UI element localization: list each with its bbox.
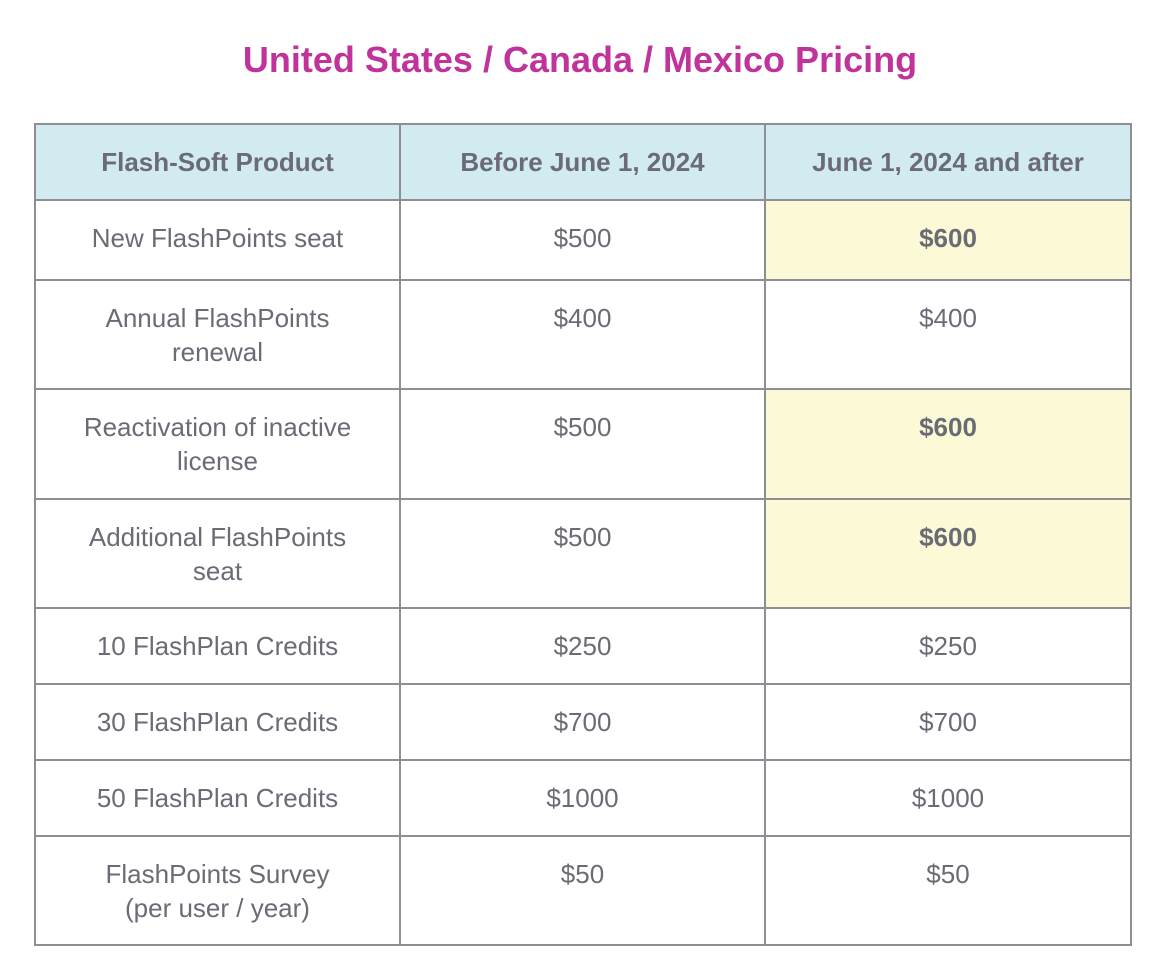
price-before-cell: $500	[399, 388, 766, 500]
pricing-table: Flash-Soft Product Before June 1, 2024 J…	[34, 123, 1132, 946]
product-cell: Additional FlashPoints seat	[34, 498, 401, 609]
table-row: 30 FlashPlan Credits $700 $700	[34, 683, 1132, 761]
price-after-cell: $50	[764, 835, 1132, 946]
product-line: 50 FlashPlan Credits	[96, 783, 339, 813]
product-cell: 10 FlashPlan Credits	[34, 607, 401, 685]
table-row: FlashPoints Survey (per user / year) $50 …	[34, 835, 1132, 946]
header-after: June 1, 2024 and after	[764, 123, 1132, 201]
price-after-cell: $1000	[764, 759, 1132, 837]
header-before: Before June 1, 2024	[399, 123, 766, 201]
price-before-cell: $1000	[399, 759, 766, 837]
table-row: 50 FlashPlan Credits $1000 $1000	[34, 759, 1132, 837]
product-line: 30 FlashPlan Credits	[96, 707, 339, 737]
product-cell: 50 FlashPlan Credits	[34, 759, 401, 837]
price-before-cell: $500	[399, 199, 766, 281]
product-line: New FlashPoints seat	[91, 223, 344, 253]
product-line: seat	[192, 556, 243, 586]
price-after-cell: $600	[764, 388, 1132, 500]
price-after-cell: $250	[764, 607, 1132, 685]
product-cell: FlashPoints Survey (per user / year)	[34, 835, 401, 946]
page-title: United States / Canada / Mexico Pricing	[242, 39, 918, 80]
header-product: Flash-Soft Product	[34, 123, 401, 201]
product-line: FlashPoints Survey	[105, 859, 330, 889]
product-line: (per user / year)	[125, 893, 310, 923]
price-after-cell: $600	[764, 199, 1132, 281]
price-before-cell: $500	[399, 498, 766, 609]
price-before-cell: $700	[399, 683, 766, 761]
table-row: Annual FlashPoints renewal $400 $400	[34, 279, 1132, 390]
price-after-cell: $600	[764, 498, 1132, 609]
product-line: Additional FlashPoints	[88, 522, 347, 552]
table-header-row: Flash-Soft Product Before June 1, 2024 J…	[34, 123, 1132, 201]
price-before-cell: $400	[399, 279, 766, 390]
product-line: renewal	[171, 337, 264, 367]
product-line: Reactivation of inactive	[83, 412, 352, 442]
table-row: Additional FlashPoints seat $500 $600	[34, 498, 1132, 609]
product-line: 10 FlashPlan Credits	[96, 631, 339, 661]
product-line: license	[177, 446, 258, 476]
price-after-cell: $700	[764, 683, 1132, 761]
product-cell: 30 FlashPlan Credits	[34, 683, 401, 761]
product-line: Annual FlashPoints	[105, 303, 330, 333]
price-after-cell: $400	[764, 279, 1132, 390]
product-cell: Reactivation of inactive license	[34, 388, 401, 500]
table-row: 10 FlashPlan Credits $250 $250	[34, 607, 1132, 685]
table-row: New FlashPoints seat $500 $600	[34, 199, 1132, 281]
product-cell: Annual FlashPoints renewal	[34, 279, 401, 390]
price-before-cell: $250	[399, 607, 766, 685]
table-row: Reactivation of inactive license $500 $60…	[34, 388, 1132, 500]
price-before-cell: $50	[399, 835, 766, 946]
product-cell: New FlashPoints seat	[34, 199, 401, 281]
